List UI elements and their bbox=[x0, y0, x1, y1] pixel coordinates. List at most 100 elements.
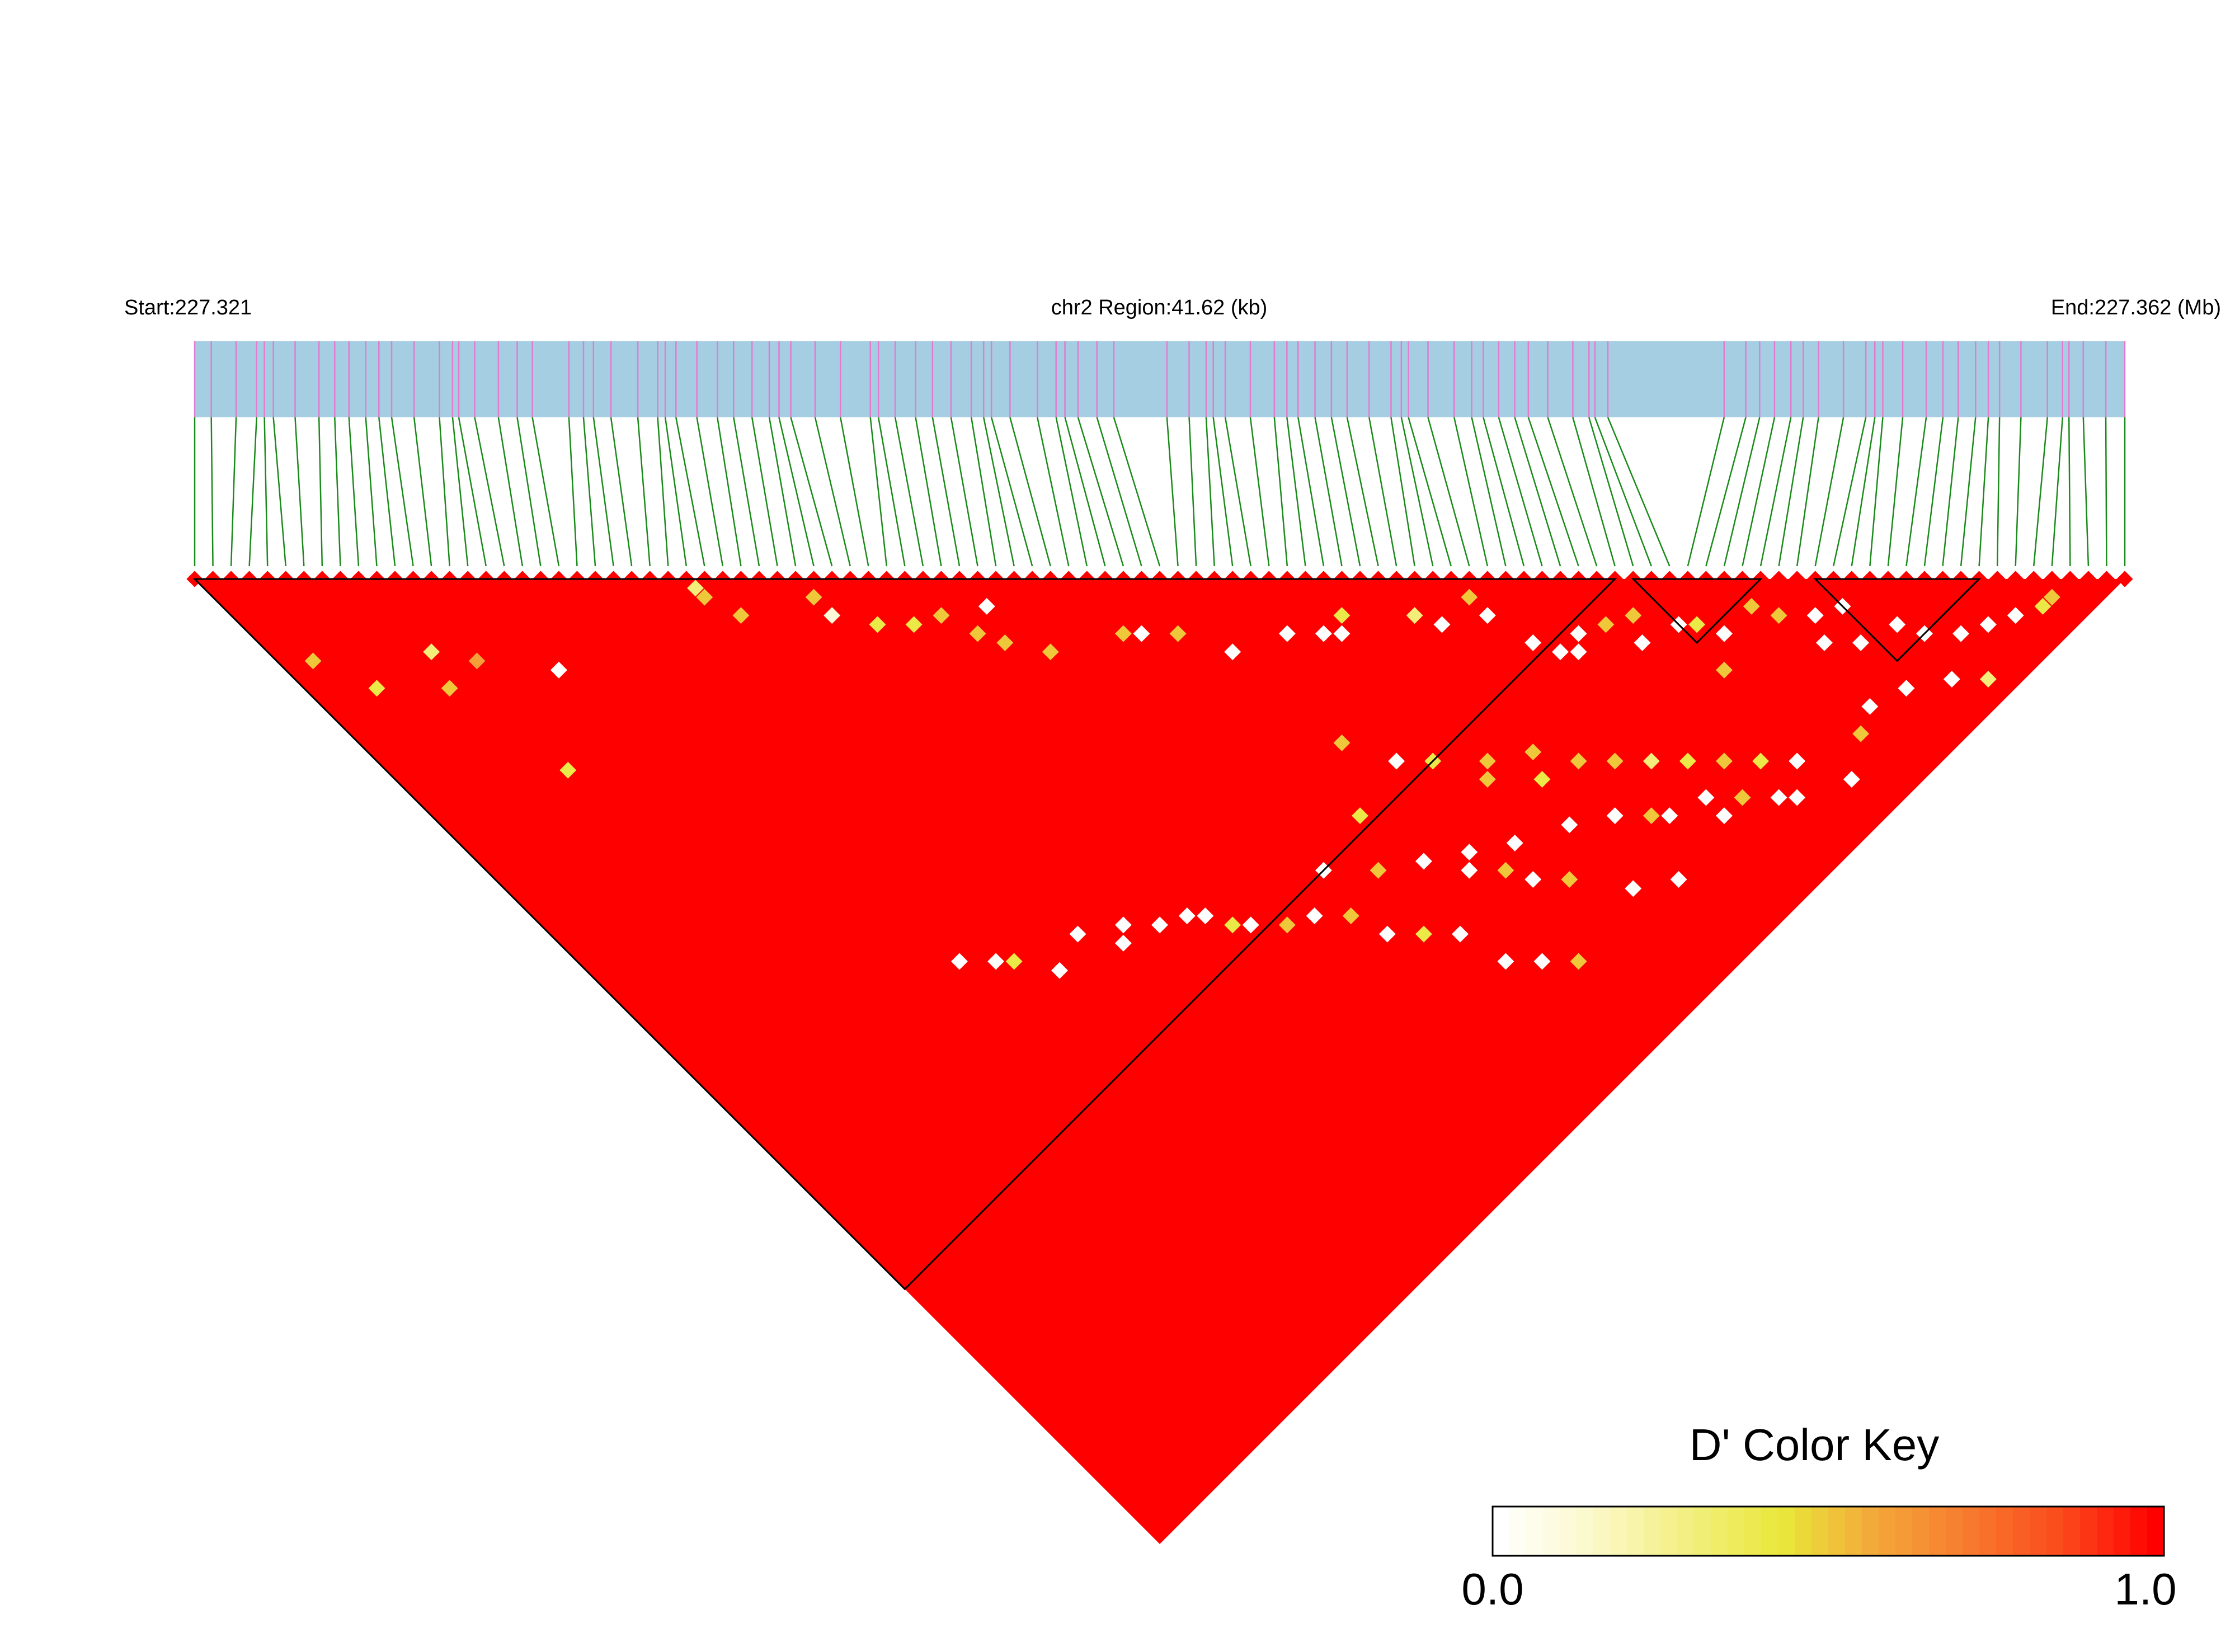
snp-connector-33 bbox=[751, 417, 778, 567]
color-key-segment-33 bbox=[2030, 1507, 2047, 1556]
ld-cell-48 bbox=[1889, 616, 1906, 633]
ld-cell-79 bbox=[1378, 925, 1396, 943]
ld-cell-20 bbox=[1133, 625, 1150, 642]
snp-connector-81 bbox=[1594, 417, 1652, 567]
color-key-segment-26 bbox=[1912, 1507, 1930, 1556]
ld-cell-16 bbox=[978, 597, 995, 615]
ld-cell-83 bbox=[1342, 907, 1359, 925]
snp-connector-18 bbox=[474, 417, 505, 567]
snp-connector-32 bbox=[733, 417, 760, 567]
color-key-title: D' Color Key bbox=[1690, 1420, 1940, 1470]
ld-cell-56 bbox=[1479, 752, 1496, 770]
ld-cell-60 bbox=[1606, 752, 1624, 770]
ld-cell-96 bbox=[987, 953, 1005, 970]
ld-cell-46 bbox=[1816, 634, 1833, 651]
snp-connector-105 bbox=[2082, 417, 2090, 567]
snp-connector-11 bbox=[365, 417, 378, 567]
ld-cell-7 bbox=[559, 761, 577, 779]
ld-cell-28 bbox=[1406, 607, 1423, 624]
snp-connector-61 bbox=[1273, 417, 1288, 567]
ld-cell-107 bbox=[1561, 816, 1578, 834]
snp-connector-87 bbox=[1759, 417, 1792, 567]
region-end-label: End:227.362 (Mb) bbox=[2051, 296, 2221, 319]
snp-connector-17 bbox=[458, 417, 487, 567]
ld-cell-62 bbox=[1679, 752, 1696, 770]
snp-connector-73 bbox=[1471, 417, 1507, 567]
color-key-segment-11 bbox=[1660, 1507, 1678, 1556]
snp-connector-94 bbox=[1887, 417, 1904, 567]
ld-cell-19 bbox=[1042, 643, 1059, 661]
snp-connector-lines bbox=[194, 417, 2126, 567]
snp-connector-71 bbox=[1427, 417, 1470, 567]
ld-background bbox=[195, 579, 2125, 1544]
ld-cell-42 bbox=[1743, 597, 1760, 615]
color-key-max-label: 1.0 bbox=[2114, 1564, 2176, 1614]
ld-cell-26 bbox=[1333, 625, 1351, 642]
color-key-segment-38 bbox=[2114, 1507, 2131, 1556]
ld-cell-59 bbox=[1570, 752, 1587, 770]
ld-cell-74 bbox=[1524, 871, 1542, 888]
snp-diamond-89 bbox=[1789, 571, 1805, 587]
snp-connector-31 bbox=[717, 417, 742, 567]
color-key-segment-1 bbox=[1493, 1507, 1510, 1556]
ld-cell-4 bbox=[441, 680, 458, 697]
ld-cell-53 bbox=[2034, 597, 2052, 615]
snp-connector-43 bbox=[931, 417, 961, 567]
ld-cell-70 bbox=[1734, 789, 1751, 806]
haplotype-block-2 bbox=[1631, 578, 1763, 644]
ld-cell-33 bbox=[1552, 643, 1569, 661]
snp-connector-101 bbox=[2015, 417, 2022, 567]
snp-connector-64 bbox=[1314, 417, 1343, 567]
ld-cell-112 bbox=[1843, 771, 1860, 788]
ld-cell-94 bbox=[1051, 962, 1068, 979]
ld-cell-77 bbox=[1533, 953, 1551, 970]
color-key-segment-19 bbox=[1795, 1507, 1812, 1556]
snp-connector-7 bbox=[294, 417, 305, 567]
color-key-segment-21 bbox=[1828, 1507, 1846, 1556]
ld-cell-109 bbox=[1661, 807, 1678, 825]
snp-connector-67 bbox=[1368, 417, 1398, 567]
snp-connector-90 bbox=[1814, 417, 1845, 567]
ld-cell-80 bbox=[1415, 925, 1432, 943]
ld-cell-6 bbox=[550, 661, 567, 679]
ld-cell-105 bbox=[1461, 844, 1478, 861]
snp-connector-76 bbox=[1514, 417, 1561, 567]
snp-connector-72 bbox=[1453, 417, 1489, 567]
snp-connector-58 bbox=[1212, 417, 1234, 567]
ld-cell-37 bbox=[1634, 634, 1651, 651]
snp-connector-24 bbox=[592, 417, 614, 567]
ld-cell-95 bbox=[951, 953, 968, 970]
color-key-segment-5 bbox=[1560, 1507, 1577, 1556]
ld-cell-32 bbox=[1524, 634, 1542, 651]
ld-cell-106 bbox=[1506, 834, 1523, 851]
color-key-border bbox=[1491, 1505, 2165, 1557]
ld-cell-75 bbox=[1561, 871, 1578, 888]
snp-connector-26 bbox=[637, 417, 651, 567]
snp-connector-102 bbox=[2033, 417, 2048, 567]
snp-connector-3 bbox=[230, 417, 237, 567]
color-key-segment-40 bbox=[2147, 1507, 2165, 1556]
color-key-segment-16 bbox=[1744, 1507, 1762, 1556]
ld-cell-67 bbox=[1625, 880, 1642, 897]
snp-connector-84 bbox=[1705, 417, 1747, 567]
ld-heatmap-triangle bbox=[186, 571, 2133, 1544]
color-key-segment-30 bbox=[1979, 1507, 1997, 1556]
color-key-min-label: 0.0 bbox=[1461, 1564, 1523, 1614]
snp-connector-45 bbox=[970, 417, 997, 567]
snp-connector-9 bbox=[334, 417, 341, 567]
ld-cell-54 bbox=[2043, 589, 2060, 606]
ld-cell-103 bbox=[1370, 862, 1387, 879]
snp-connector-89 bbox=[1796, 417, 1819, 567]
snp-connector-80 bbox=[1588, 417, 1634, 567]
ld-cell-71 bbox=[1770, 789, 1787, 806]
snp-diamond-106 bbox=[2098, 571, 2115, 587]
haplotype-block-outlines bbox=[192, 578, 1982, 1291]
snp-connector-8 bbox=[318, 417, 323, 567]
ld-cell-115 bbox=[1898, 680, 1915, 697]
ld-cell-82 bbox=[1306, 907, 1323, 925]
ld-cell-2 bbox=[368, 680, 385, 697]
snp-connector-60 bbox=[1249, 417, 1270, 567]
snp-connector-10 bbox=[348, 417, 360, 567]
color-key-segment-9 bbox=[1627, 1507, 1644, 1556]
ld-cell-66 bbox=[1789, 752, 1806, 770]
